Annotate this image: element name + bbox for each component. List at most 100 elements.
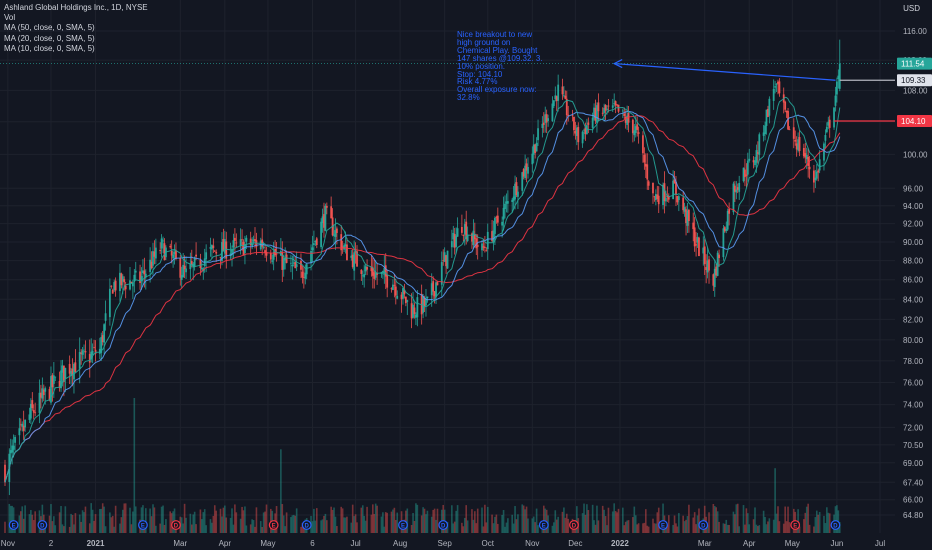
volume-bar [716,511,719,533]
indicator-ma10[interactable]: MA (10, close, 0, SMA, 5) [4,43,95,53]
candle-body [502,207,505,220]
volume-bar [611,511,614,533]
volume-bar [728,524,730,533]
volume-bar [435,519,437,533]
volume-bar [232,524,235,533]
candle-body [404,296,407,304]
volume-bar [282,515,285,533]
event-badge-label: E [793,524,797,530]
volume-bar [808,524,811,533]
volume-bar [262,512,265,533]
trade-note[interactable]: Nice breakout to new high ground on Chem… [457,31,557,102]
volume-bar [313,508,315,533]
volume-bar [838,522,841,533]
candle-body [51,375,54,388]
volume-bar [224,505,226,533]
candle-body [712,274,715,286]
indicator-vol[interactable]: Vol [4,13,16,23]
candle-body [827,121,830,126]
candle-body [40,392,42,398]
price-axis[interactable]: 116.00112.00108.00104.00100.0096.0094.00… [897,27,932,520]
candle-body [11,445,14,453]
volume-bar [675,523,677,533]
volume-bar [666,525,669,533]
candle-body [190,261,193,265]
time-axis[interactable]: Nov 2 2021 Mar Apr May 6 Jul Aug Sep Oct Nov Dec 2022… [1,539,886,548]
volume-bar [370,514,373,533]
volume-bar [225,517,228,533]
trendline-arrowhead [612,59,623,69]
volume-bar [646,525,649,533]
volume-bar [453,521,456,533]
candle-body [123,279,126,283]
candle-body [656,194,659,200]
candle-body [436,282,439,286]
volume-bar [495,514,498,533]
candle-body [804,153,807,158]
candle-body [325,205,328,208]
candle-body [152,251,154,266]
candle-body [321,216,324,224]
volume-bar [90,503,93,533]
volume-bar [422,507,424,533]
candle-body [557,84,560,101]
candle-body [393,285,396,287]
volume-bar [775,513,778,533]
volume-bar [594,524,597,533]
volume-bar [561,511,564,533]
symbol-title[interactable]: Ashland Global Holdings Inc., 1D, NYSE [4,3,148,12]
candle-body [34,412,37,414]
candle-body [390,288,393,290]
volume-bar [165,519,167,533]
volume-bar [202,512,205,533]
volume-bar [189,513,192,533]
candle-body [311,247,314,251]
time-tick-label: Mar [173,539,187,548]
candle-body [696,237,699,243]
volume-bar [323,515,325,533]
candle-body [384,265,387,277]
candle-body [653,196,656,198]
volume-bar [826,507,828,533]
volume-bar [255,507,258,533]
volume-bar [193,511,196,533]
candle-body [386,274,389,288]
candle-body [778,81,781,94]
volume-bar [290,517,292,533]
indicator-ma20[interactable]: MA (20, close, 0, SMA, 5) [4,33,95,43]
candle-body [225,241,228,259]
candle-body [486,231,489,250]
candle-body [140,276,143,282]
volume-bar [461,522,463,533]
volume-bar [91,509,94,533]
candle-body [172,254,175,259]
volume-bar [814,517,817,533]
volume-bar [647,526,650,533]
price-label-text: 104.10 [901,117,926,126]
volume-bar [554,510,557,533]
candle-body [531,153,534,165]
price-tick-label: 69.00 [903,459,924,468]
event-badge-d [698,520,709,530]
candle-body [662,184,664,205]
volume-bar [373,514,376,533]
candle-body [108,288,111,318]
candle-body [433,291,436,297]
volume-bar [132,511,134,533]
volume-bar [463,517,466,533]
candle-body [561,86,564,95]
candle-body [31,400,34,409]
volume-bar [366,506,368,533]
candle-body [823,143,825,161]
candle-body [583,129,585,131]
volume-bar [384,512,387,533]
volume-bar [788,522,791,533]
event-badge-label: E [401,524,405,530]
candle-body [154,247,157,259]
candle-body [101,335,104,343]
volume-bar [581,513,584,533]
candle-body [606,108,608,110]
volume-bar [754,507,756,533]
indicator-ma50[interactable]: MA (50, close, 0, SMA, 5) [4,23,95,33]
